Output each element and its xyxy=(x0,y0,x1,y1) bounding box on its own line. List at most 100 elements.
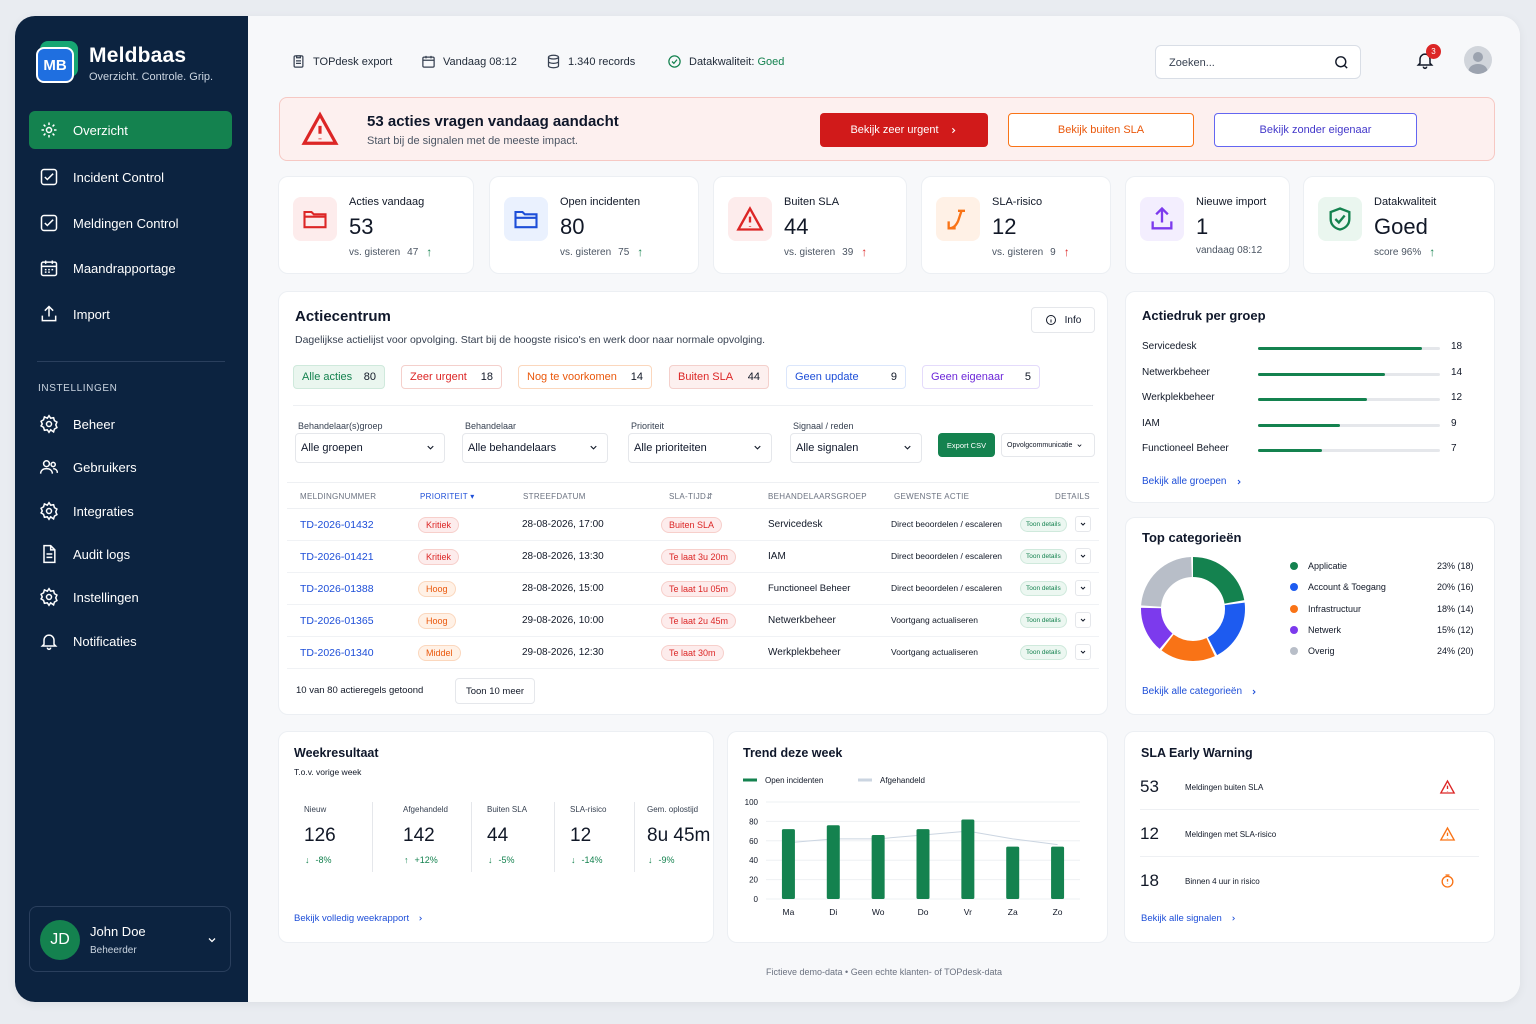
app-name: Meldbaas xyxy=(89,44,187,67)
sidebar-item-maandrapportage[interactable]: Maandrapportage xyxy=(29,249,232,287)
group-name: Netwerkbeheer xyxy=(1142,366,1210,378)
followup-communication-select[interactable]: Opvolgcommunicatie xyxy=(1001,433,1095,457)
show-details-button[interactable]: Toon details xyxy=(1020,549,1067,564)
column-header[interactable]: SLA-TIJD⇵ xyxy=(669,492,714,501)
metric-value: 44 xyxy=(487,825,509,846)
column-header[interactable]: GEWENSTE ACTIE xyxy=(894,492,970,501)
legend-swatch xyxy=(1290,625,1298,634)
warning-label: Binnen 4 uur in risico xyxy=(1185,877,1260,886)
sidebar-item-gebruikers[interactable]: Gebruikers xyxy=(29,448,232,486)
view-all-groups-link[interactable]: Bekijk alle groepen xyxy=(1142,476,1243,487)
kpi-datakwaliteit[interactable]: Datakwaliteit Goed score 96% ↑ xyxy=(1303,176,1495,274)
calendar-icon xyxy=(422,55,435,68)
filter-label: Behandelaar(s)groep xyxy=(298,421,383,431)
expand-row-button[interactable] xyxy=(1075,548,1091,564)
chevron-right-icon xyxy=(1232,916,1235,921)
sidebar-item-incident-control[interactable]: Incident Control xyxy=(29,158,232,196)
column-header-sorted[interactable]: PRIORITEIT ▾ xyxy=(420,492,475,501)
ticket-link[interactable]: TD-2026-01432 xyxy=(300,519,374,531)
view-all-signals-link[interactable]: Bekijk alle signalen xyxy=(1141,913,1237,924)
ticket-link[interactable]: TD-2026-01365 xyxy=(300,615,374,627)
user-menu[interactable]: JD John Doe Beheerder xyxy=(29,906,231,972)
arrow-up-icon: ↑ xyxy=(404,855,409,865)
view-no-owner-button[interactable]: Bekijk zonder eigenaar xyxy=(1214,113,1417,147)
column-header[interactable]: STREEFDATUM xyxy=(523,492,586,501)
ticket-link[interactable]: TD-2026-01340 xyxy=(300,647,374,659)
kpi-nieuwe-import[interactable]: Nieuwe import 1 vandaag 08:12 xyxy=(1125,176,1290,274)
show-details-button[interactable]: Toon details xyxy=(1020,581,1067,596)
sidebar-item-instellingen[interactable]: Instellingen xyxy=(29,578,232,616)
kpi-acties-vandaag[interactable]: Acties vandaag 53 vs. gisteren 47 ↑ xyxy=(278,176,474,274)
user-name: John Doe xyxy=(90,924,146,939)
show-details-button[interactable]: Toon details xyxy=(1020,645,1067,660)
kpi-value: 80 xyxy=(560,214,585,239)
legend-value: 18% (14) xyxy=(1437,603,1474,614)
view-very-urgent-button[interactable]: Bekijk zeer urgent xyxy=(820,113,988,147)
expand-row-button[interactable] xyxy=(1075,580,1091,596)
sidebar-item-integraties[interactable]: Integraties xyxy=(29,492,232,530)
filter-chip-zeer-urgent[interactable]: Zeer urgent 18 xyxy=(401,365,502,389)
handler-group: Servicedesk xyxy=(768,519,823,530)
ticket-link[interactable]: TD-2026-01388 xyxy=(300,583,374,595)
group-name: IAM xyxy=(1142,417,1160,429)
view-all-categories-link[interactable]: Bekijk alle categorieën xyxy=(1142,686,1258,697)
handler-select[interactable]: Alle behandelaars xyxy=(462,433,608,463)
filter-chip-geen-eigenaar[interactable]: Geen eigenaar 5 xyxy=(922,365,1040,389)
filter-chip-geen-update[interactable]: Geen update 9 xyxy=(786,365,906,389)
show-details-button[interactable]: Toon details xyxy=(1020,613,1067,628)
table-row[interactable]: TD-2026-01340 Middel 29-08-2026, 12:30 T… xyxy=(287,637,1099,669)
sort-desc-icon: ▾ xyxy=(470,492,475,501)
priority-badge: Kritiek xyxy=(418,549,460,565)
column-header[interactable]: MELDINGNUMMER xyxy=(300,492,377,501)
column-header[interactable]: BEHANDELAARSGROEP xyxy=(768,492,867,501)
sidebar-item-notificaties[interactable]: Notificaties xyxy=(29,622,232,660)
ticket-link[interactable]: TD-2026-01421 xyxy=(300,551,374,563)
show-more-button[interactable]: Toon 10 meer xyxy=(455,678,535,704)
table-row[interactable]: TD-2026-01432 Kritiek 28-08-2026, 17:00 … xyxy=(287,509,1099,541)
sidebar-item-label: Incident Control xyxy=(73,169,165,185)
group-value: 12 xyxy=(1451,392,1463,403)
signal-select[interactable]: Alle signalen xyxy=(790,433,922,463)
categories-donut-chart xyxy=(1141,557,1245,661)
kpi-label: Datakwaliteit xyxy=(1374,196,1437,208)
column-header[interactable]: DETAILS xyxy=(1055,492,1090,501)
sidebar-item-beheer[interactable]: Beheer xyxy=(29,405,232,443)
expand-row-button[interactable] xyxy=(1075,516,1091,532)
show-details-button[interactable]: Toon details xyxy=(1020,517,1067,532)
priority-select[interactable]: Alle prioriteiten xyxy=(628,433,772,463)
kpi-label: Buiten SLA xyxy=(784,196,840,208)
trend-title: Trend deze week xyxy=(743,746,843,760)
table-row[interactable]: TD-2026-01421 Kritiek 28-08-2026, 13:30 … xyxy=(287,541,1099,573)
records-count: 1.340 records xyxy=(546,54,635,69)
table-row[interactable]: TD-2026-01388 Hoog 28-08-2026, 15:00 Te … xyxy=(287,573,1099,605)
expand-row-button[interactable] xyxy=(1075,644,1091,660)
kpi-sla-risico[interactable]: SLA-risico 12 vs. gisteren 9 ↑ xyxy=(921,176,1111,274)
info-button[interactable]: Info xyxy=(1031,307,1095,333)
kpi-value: Goed xyxy=(1374,214,1428,239)
table-row[interactable]: TD-2026-01365 Hoog 29-08-2026, 10:00 Te … xyxy=(287,605,1099,637)
handler-group: Werkplekbeheer xyxy=(768,647,841,658)
filter-chip-buiten-sla[interactable]: Buiten SLA 44 xyxy=(669,365,769,389)
sidebar-item-meldingen-control[interactable]: Meldingen Control xyxy=(29,204,232,242)
expand-row-button[interactable] xyxy=(1075,612,1091,628)
legend-label: Open incidenten xyxy=(765,776,823,785)
sidebar-item-audit-logs[interactable]: Audit logs xyxy=(29,535,232,573)
group-select[interactable]: Alle groepen xyxy=(295,433,445,463)
search-input[interactable]: Zoeken... xyxy=(1155,45,1361,79)
profile-avatar[interactable] xyxy=(1464,46,1492,74)
sidebar-item-import[interactable]: Import xyxy=(29,295,232,333)
sidebar-item-overzicht[interactable]: Overzicht xyxy=(29,111,232,149)
view-weekly-report-link[interactable]: Bekijk volledig weekrapport xyxy=(294,913,424,924)
handler-group: Netwerkbeheer xyxy=(768,615,836,626)
kpi-buiten-sla[interactable]: Buiten SLA 44 vs. gisteren 39 ↑ xyxy=(713,176,907,274)
metric-label: SLA-risico xyxy=(570,805,607,814)
export-csv-button[interactable]: Export CSV xyxy=(938,433,995,457)
early-warning-title: SLA Early Warning xyxy=(1141,746,1253,760)
filter-chip-alle-acties[interactable]: Alle acties 80 xyxy=(293,365,385,389)
chevron-down-icon xyxy=(427,445,434,450)
kpi-open-incidenten[interactable]: Open incidenten 80 vs. gisteren 75 ↑ xyxy=(489,176,699,274)
filter-chip-nog-te-voorkomen[interactable]: Nog te voorkomen 14 xyxy=(518,365,652,389)
kpi-label: Acties vandaag xyxy=(349,196,425,208)
view-outside-sla-button[interactable]: Bekijk buiten SLA xyxy=(1008,113,1194,147)
filter-label: Prioriteit xyxy=(631,421,665,431)
